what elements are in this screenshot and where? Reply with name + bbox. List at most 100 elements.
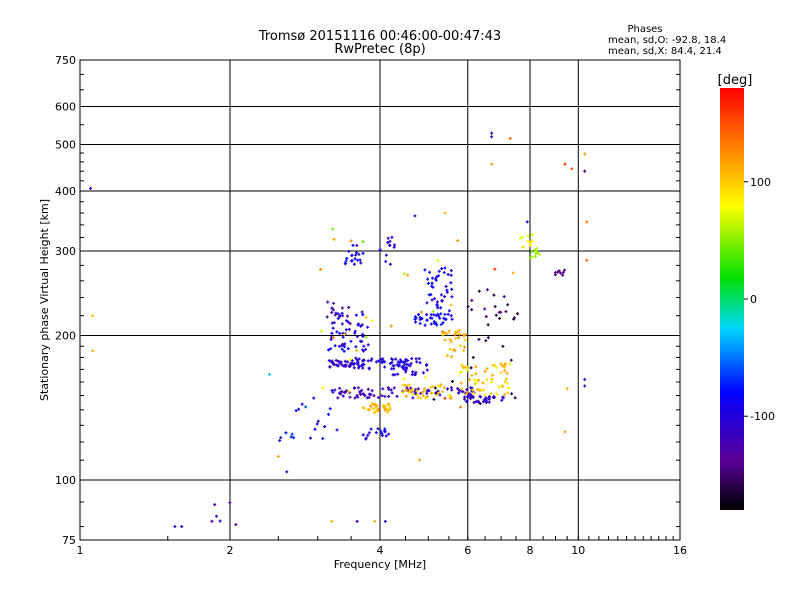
data-point	[350, 259, 354, 263]
data-point	[469, 397, 473, 401]
data-point	[434, 391, 438, 395]
data-point	[435, 304, 439, 308]
data-point	[366, 343, 370, 347]
data-point	[364, 437, 368, 441]
data-point	[418, 315, 422, 319]
data-point	[445, 332, 449, 336]
data-point	[349, 339, 353, 343]
data-point	[344, 319, 348, 323]
data-point	[367, 367, 371, 371]
data-point	[336, 317, 340, 321]
data-point	[417, 357, 421, 361]
data-point	[327, 359, 331, 363]
data-point	[334, 311, 338, 315]
data-point	[326, 300, 330, 304]
data-point	[449, 269, 453, 273]
data-point	[379, 429, 383, 433]
y-tick-label: 100	[55, 474, 76, 487]
data-point	[362, 344, 366, 348]
data-point	[431, 385, 435, 389]
data-point	[449, 396, 453, 400]
data-point	[387, 432, 391, 436]
data-point	[446, 387, 450, 391]
data-point	[338, 315, 342, 319]
data-point	[528, 256, 532, 260]
data-point	[481, 388, 485, 392]
data-point	[475, 381, 479, 385]
data-point	[429, 322, 433, 326]
data-point	[521, 245, 525, 249]
x-tick-label: 16	[673, 544, 687, 557]
data-point	[425, 389, 429, 393]
data-point	[461, 390, 465, 394]
data-point	[361, 392, 365, 396]
data-point	[439, 312, 443, 316]
data-point	[392, 386, 396, 390]
data-point	[384, 434, 388, 438]
data-point	[478, 394, 482, 398]
data-point	[481, 400, 485, 404]
data-point	[326, 412, 330, 416]
data-point	[409, 389, 413, 393]
data-point	[279, 436, 283, 440]
data-point	[382, 405, 386, 409]
data-point	[470, 373, 474, 377]
stats-o-mode: mean, sd,O: -92.8, 18.4	[608, 35, 726, 46]
data-point	[505, 381, 509, 385]
data-point	[436, 258, 440, 262]
x-tick-label: 4	[377, 544, 384, 557]
data-point	[413, 390, 417, 394]
data-point	[430, 276, 434, 280]
data-point	[401, 383, 405, 387]
data-point	[521, 235, 525, 239]
data-point	[388, 407, 392, 411]
data-point	[561, 273, 565, 277]
data-point	[344, 363, 348, 367]
data-point	[450, 317, 454, 321]
data-point	[374, 431, 378, 435]
data-point	[450, 295, 454, 299]
data-point	[386, 236, 390, 240]
data-point	[526, 239, 530, 243]
data-point	[267, 372, 271, 376]
data-point	[367, 408, 371, 412]
data-point	[332, 237, 336, 241]
data-point	[419, 310, 423, 314]
data-point	[330, 310, 334, 314]
data-point	[437, 391, 441, 395]
data-point	[415, 389, 419, 393]
data-point	[342, 349, 346, 353]
data-point	[290, 432, 294, 436]
data-point	[312, 396, 316, 400]
data-point	[401, 360, 405, 364]
data-point	[502, 295, 506, 299]
data-point	[402, 377, 406, 381]
data-point	[331, 390, 335, 394]
data-point	[214, 514, 218, 518]
data-point	[362, 406, 366, 410]
data-point	[583, 384, 587, 388]
data-point	[516, 312, 520, 316]
data-point	[497, 385, 501, 389]
data-point	[427, 293, 431, 297]
data-point	[372, 394, 376, 398]
data-point	[323, 425, 327, 429]
data-point	[466, 365, 470, 369]
data-point	[454, 330, 458, 334]
data-point	[347, 390, 351, 394]
data-point	[460, 370, 464, 374]
colorbar-tick-label: -100	[750, 410, 775, 423]
data-point	[449, 340, 453, 344]
data-point	[381, 359, 385, 363]
data-point	[435, 275, 439, 279]
data-point	[387, 387, 391, 391]
data-point	[173, 525, 177, 529]
data-point	[448, 347, 452, 351]
data-point	[526, 234, 530, 238]
data-point	[483, 307, 487, 311]
data-point	[380, 431, 384, 435]
data-point	[363, 394, 367, 398]
stats-heading: Phases	[627, 24, 662, 35]
data-point	[538, 252, 542, 256]
data-point	[210, 519, 214, 523]
